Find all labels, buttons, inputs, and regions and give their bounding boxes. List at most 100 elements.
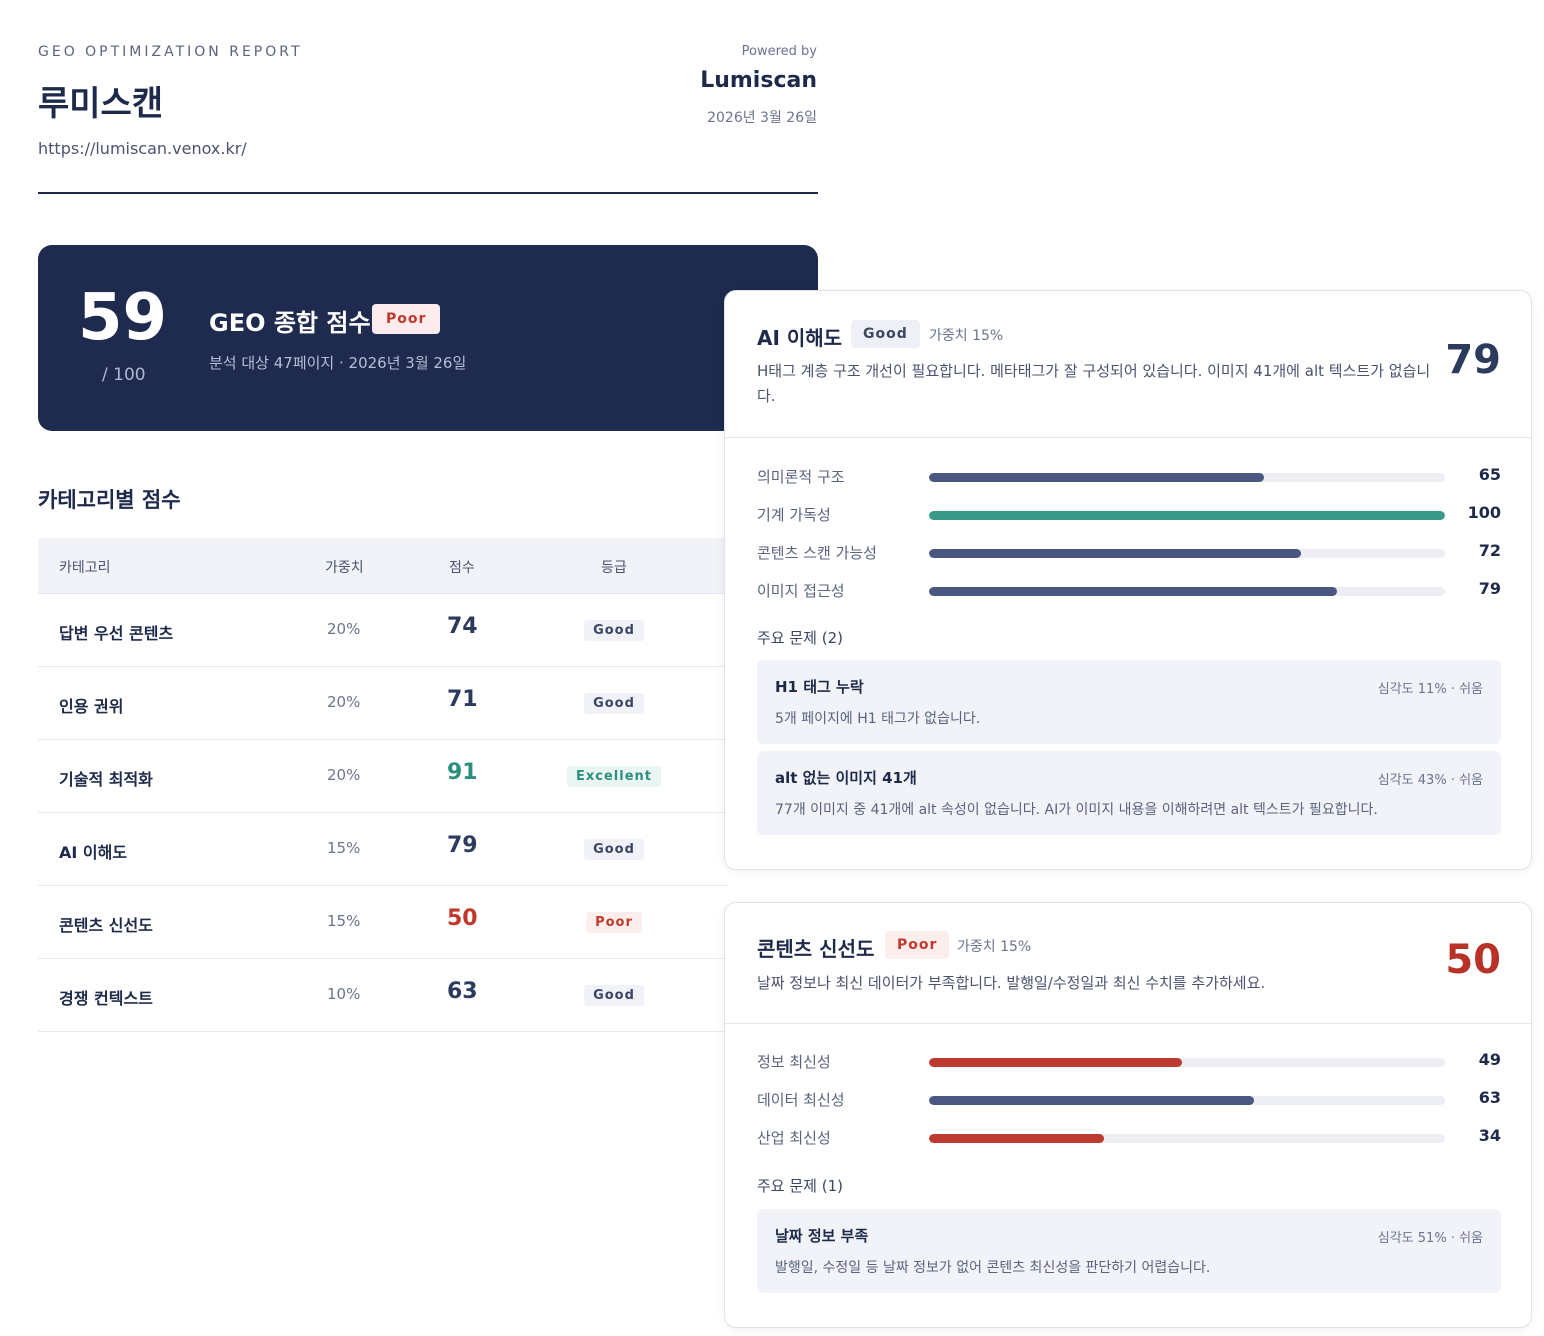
metric-bar-fill — [929, 549, 1301, 558]
table-row: AI 이해도 15% 79 Good — [38, 813, 728, 886]
metric-value: 49 — [1478, 1050, 1501, 1069]
metric-label: 이미지 접근성 — [757, 582, 845, 600]
column-header-category: 카테고리 — [59, 560, 111, 576]
column-header-weight: 가중치 — [325, 560, 364, 576]
category-name: 답변 우선 콘텐츠 — [59, 624, 174, 643]
category-score: 71 — [447, 687, 478, 712]
category-grade-badge: Good — [584, 985, 644, 1006]
category-name: 콘텐츠 신선도 — [59, 916, 153, 935]
category-name: AI 이해도 — [59, 843, 128, 862]
issue-item: alt 없는 이미지 41개 심각도 43% · 쉬움 77개 이미지 중 41개에… — [757, 751, 1501, 835]
category-weight: 10% — [327, 985, 361, 1003]
table-row: 인용 권위 20% 71 Good — [38, 667, 728, 740]
metric-bar-track — [929, 1134, 1445, 1143]
category-grade-badge: Poor — [586, 912, 642, 933]
metric-label: 산업 최신성 — [757, 1129, 831, 1147]
overall-score-title: GEO 종합 점수 — [209, 309, 371, 337]
table-row: 답변 우선 콘텐츠 20% 74 Good — [38, 594, 728, 667]
metric-bar-fill — [929, 511, 1445, 520]
card-score: 50 — [1445, 937, 1501, 983]
category-score: 63 — [447, 979, 478, 1004]
issue-severity: 심각도 43% · 쉬움 — [1377, 773, 1483, 788]
metric-bar-track — [929, 511, 1445, 520]
powered-by-label: Powered by — [741, 44, 817, 59]
site-url[interactable]: https://lumiscan.venox.kr/ — [38, 139, 247, 158]
metric-bar-track — [929, 1058, 1445, 1067]
category-score: 79 — [447, 833, 478, 858]
card-title: AI 이해도 — [757, 326, 843, 350]
card-divider — [725, 1023, 1531, 1024]
issue-description: 5개 페이지에 H1 태그가 없습니다. — [775, 711, 981, 727]
issue-severity: 심각도 51% · 쉬움 — [1377, 1231, 1483, 1246]
brand-name: Lumiscan — [700, 68, 817, 93]
metric-label: 기계 가독성 — [757, 506, 831, 524]
metric-row: 기계 가독성 100 — [757, 502, 1501, 528]
card-description: H태그 계층 구조 개선이 필요합니다. 메타태그가 잘 구성되어 있습니다. … — [757, 362, 1431, 405]
column-header-score: 점수 — [449, 560, 475, 576]
category-name: 경쟁 컨텍스트 — [59, 989, 153, 1008]
card-score: 79 — [1445, 337, 1501, 383]
issue-severity: 심각도 11% · 쉬움 — [1377, 682, 1483, 697]
category-table-header: 카테고리 가중치 점수 등급 — [38, 538, 728, 594]
metric-bar-fill — [929, 587, 1337, 596]
metric-bar-track — [929, 587, 1445, 596]
site-title: 루미스캔 — [38, 84, 164, 124]
category-name: 인용 권위 — [59, 697, 124, 716]
category-weight: 20% — [327, 766, 361, 784]
metric-row: 정보 최신성 49 — [757, 1049, 1501, 1075]
metric-row: 콘텐츠 스캔 가능성 72 — [757, 540, 1501, 566]
overall-grade-badge: Poor — [372, 304, 441, 334]
category-score: 50 — [447, 906, 478, 931]
header-divider — [38, 192, 818, 194]
card-weight: 가중치 15% — [929, 328, 1004, 344]
metric-row: 산업 최신성 34 — [757, 1125, 1501, 1151]
column-header-grade: 등급 — [601, 560, 627, 576]
metric-bar-fill — [929, 1134, 1105, 1143]
issues-title: 주요 문제 (2) — [757, 629, 843, 647]
metric-bar-fill — [929, 473, 1265, 482]
metric-bar-track — [929, 1096, 1445, 1105]
overall-score-value: 59 — [78, 281, 168, 355]
table-row: 기술적 최적화 20% 91 Excellent — [38, 740, 728, 813]
overall-score-subtitle: 분석 대상 47페이지 · 2026년 3월 26일 — [209, 354, 467, 372]
category-name: 기술적 최적화 — [59, 770, 153, 789]
card-weight: 가중치 15% — [957, 939, 1032, 955]
metric-label: 의미론적 구조 — [757, 468, 845, 486]
category-score: 74 — [447, 614, 478, 639]
category-weight: 20% — [327, 620, 361, 638]
table-row: 경쟁 컨텍스트 10% 63 Good — [38, 959, 728, 1032]
card-description: 날짜 정보나 최신 데이터가 부족합니다. 발행일/수정일과 최신 수치를 추가… — [757, 974, 1266, 992]
category-weight: 20% — [327, 693, 361, 711]
report-date: 2026년 3월 26일 — [707, 110, 817, 126]
issue-description: 77개 이미지 중 41개에 alt 속성이 없습니다. AI가 이미지 내용을… — [775, 802, 1378, 818]
metric-row: 이미지 접근성 79 — [757, 578, 1501, 604]
metric-bar-track — [929, 549, 1445, 558]
issue-description: 발행일, 수정일 등 날짜 정보가 없어 콘텐츠 최신성을 판단하기 어렵습니다… — [775, 1260, 1211, 1276]
metric-bar-fill — [929, 1058, 1182, 1067]
issue-title: H1 태그 누락 — [775, 678, 864, 696]
metric-row: 데이터 최신성 63 — [757, 1087, 1501, 1113]
category-grade-badge: Good — [584, 839, 644, 860]
category-card-content-freshness: 콘텐츠 신선도 Poor 가중치 15% 날짜 정보나 최신 데이터가 부족합니… — [724, 902, 1532, 1328]
metric-label: 정보 최신성 — [757, 1053, 831, 1071]
metric-value: 79 — [1478, 579, 1501, 598]
metric-value: 34 — [1478, 1126, 1501, 1145]
metric-value: 100 — [1467, 503, 1501, 522]
metric-label: 데이터 최신성 — [757, 1091, 845, 1109]
overall-score-max: / 100 — [102, 365, 146, 385]
category-grade-badge: Good — [584, 620, 644, 641]
issues-title: 주요 문제 (1) — [757, 1177, 843, 1195]
metric-value: 72 — [1478, 541, 1501, 560]
report-kicker: GEO OPTIMIZATION REPORT — [38, 44, 303, 60]
metric-row: 의미론적 구조 65 — [757, 464, 1501, 490]
category-weight: 15% — [327, 839, 361, 857]
category-score: 91 — [447, 760, 478, 785]
issue-title: 날짜 정보 부족 — [775, 1227, 869, 1245]
category-grade-badge: Good — [584, 693, 644, 714]
metric-value: 65 — [1478, 465, 1501, 484]
category-section-title: 카테고리별 점수 — [38, 488, 181, 512]
card-grade-badge: Poor — [885, 931, 950, 959]
metric-label: 콘텐츠 스캔 가능성 — [757, 544, 877, 562]
overall-score-banner: 59 / 100 GEO 종합 점수 Poor 분석 대상 47페이지 · 20… — [38, 245, 818, 431]
